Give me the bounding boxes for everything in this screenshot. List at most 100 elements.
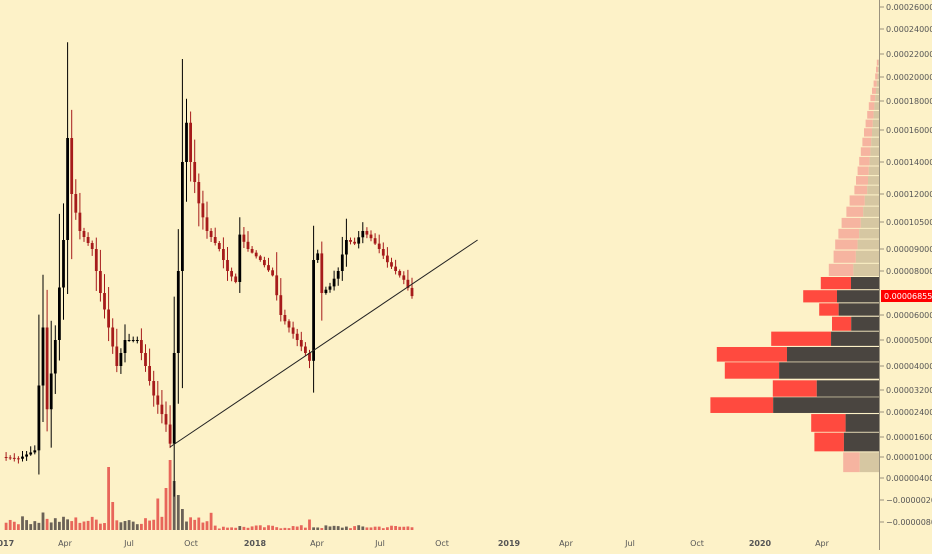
- candle-body: [390, 262, 393, 267]
- trendline-layer: [169, 239, 478, 448]
- volume-bar: [201, 522, 205, 530]
- volume-bar: [279, 528, 283, 530]
- volume-bar: [365, 527, 369, 530]
- profile-buy-bar: [853, 263, 880, 276]
- volume-bar: [312, 527, 315, 530]
- profile-sell-bar: [873, 80, 877, 87]
- profile-buy-bar: [868, 166, 880, 176]
- candle-body: [152, 381, 156, 396]
- volume-bar: [328, 526, 332, 530]
- last-price-badge: [881, 290, 932, 302]
- profile-sell-bar: [710, 397, 774, 413]
- volume-bar: [12, 521, 16, 530]
- candle-body: [217, 243, 221, 249]
- candle-body: [58, 287, 61, 340]
- last-price-label: 0.00006855: [884, 292, 932, 301]
- candle-body: [406, 279, 410, 288]
- volume-bar: [197, 517, 201, 530]
- candle-body: [209, 231, 213, 237]
- candle-body: [127, 340, 131, 341]
- profile-sell-bar: [835, 239, 858, 250]
- candle-body: [74, 194, 78, 213]
- candle-body: [4, 457, 8, 458]
- candle-body: [140, 340, 143, 353]
- volume-bar: [242, 526, 246, 530]
- y-tick-label: 0.00012000: [886, 190, 932, 199]
- price-axis[interactable]: 0.00026000 0.00024000 0.00022000 0.00020000…: [880, 3, 932, 527]
- volume-bar: [176, 495, 180, 530]
- profile-sell-bar: [724, 362, 780, 379]
- profile-buy-bar: [773, 397, 880, 413]
- x-tick-label: 2017: [0, 539, 14, 548]
- volume-bar: [66, 519, 69, 530]
- candle-body: [336, 271, 340, 279]
- profile-buy-bar: [850, 277, 880, 290]
- volume-bar: [308, 519, 311, 530]
- volume-bar: [189, 517, 192, 530]
- y-tick-label: 0.00026000: [886, 3, 932, 12]
- volume-bar: [250, 526, 254, 530]
- profile-sell-bar: [870, 94, 876, 102]
- candle-body: [369, 234, 373, 239]
- candle-body: [410, 287, 414, 297]
- profile-sell-bar: [819, 303, 839, 316]
- profile-sell-bar: [864, 128, 872, 137]
- volume-bar: [267, 525, 270, 530]
- last-price-marker: 0.00006855: [881, 290, 932, 302]
- candle-body: [304, 346, 307, 353]
- profile-buy-bar: [872, 119, 880, 128]
- volume-bars: [4, 460, 414, 530]
- volume-bar: [4, 522, 8, 530]
- x-tick-label: 2019: [498, 539, 521, 548]
- volume-bar: [402, 526, 406, 530]
- profile-buy-bar: [864, 195, 880, 206]
- profile-buy-bar: [851, 316, 880, 331]
- volume-bar: [398, 526, 402, 530]
- y-tick-label: 0.00020000: [886, 73, 932, 82]
- candle-body: [33, 450, 37, 453]
- x-tick-label: Jul: [123, 539, 134, 548]
- volume-bar: [152, 519, 156, 530]
- profile-buy-bar: [870, 147, 880, 156]
- candle-body: [324, 289, 328, 293]
- candle-body: [41, 327, 45, 386]
- volume-bar: [217, 528, 221, 530]
- candle-body: [172, 353, 176, 444]
- candle-body: [103, 293, 106, 310]
- volume-bar: [115, 520, 119, 530]
- x-tick-label: Apr: [310, 539, 325, 548]
- profile-buy-bar: [875, 94, 880, 102]
- candle-body: [82, 231, 86, 237]
- candle-body: [320, 253, 324, 293]
- candle-body: [349, 240, 352, 242]
- profile-buy-bar: [845, 414, 880, 432]
- profile-buy-bar: [831, 331, 880, 346]
- volume-bar: [70, 521, 74, 530]
- x-tick-label: Jul: [624, 539, 635, 548]
- time-axis[interactable]: 2017 Apr Jul Oct 2018 Apr Jul Oct 2019 Apr Jul Oct 2…: [0, 539, 830, 548]
- profile-buy-bar: [874, 102, 880, 110]
- x-tick-label: Apr: [58, 539, 73, 548]
- profile-buy-bar: [868, 176, 880, 185]
- volume-bar: [160, 516, 164, 530]
- candle-body: [181, 162, 184, 271]
- y-tick-label: 0.00009000: [886, 245, 932, 254]
- candle-body: [365, 231, 369, 235]
- y-tick-label: 0.00008000: [886, 267, 932, 276]
- candle-body: [394, 266, 397, 271]
- candle-body: [381, 249, 385, 256]
- candle-body: [291, 327, 295, 334]
- profile-buy-bar: [876, 80, 880, 87]
- y-tick-label: 0.00010500: [886, 218, 932, 227]
- x-tick-label: Oct: [690, 539, 704, 548]
- profile-sell-bar: [872, 87, 876, 94]
- volume-bar: [263, 527, 266, 530]
- candle-body: [373, 238, 377, 244]
- volume-bar: [406, 526, 410, 530]
- y-tick-label: 0.00002400: [886, 408, 932, 417]
- support-trendline[interactable]: [169, 239, 478, 448]
- volume-bar: [62, 516, 65, 530]
- volume-bar: [41, 512, 45, 530]
